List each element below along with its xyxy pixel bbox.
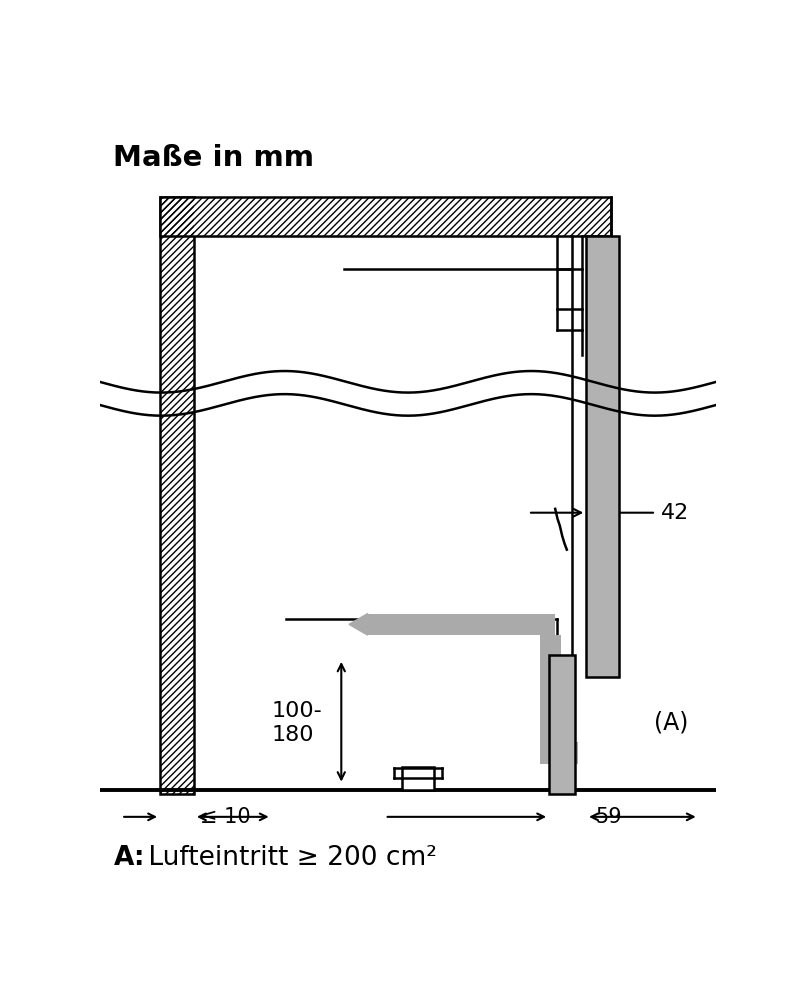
Bar (402, 767, 435, 790)
Bar (586, 235, 618, 677)
Bar (160, 197, 611, 235)
Text: (A): (A) (654, 710, 688, 734)
Text: ≤ 10: ≤ 10 (201, 807, 251, 827)
Text: 59: 59 (595, 807, 622, 827)
Bar (366, 614, 555, 635)
Bar (549, 655, 575, 794)
Bar (540, 742, 579, 764)
Text: Maße in mm: Maße in mm (114, 144, 314, 172)
Bar (160, 197, 194, 794)
Text: A:: A: (114, 845, 145, 871)
Bar (160, 197, 611, 235)
Bar (540, 635, 561, 742)
Polygon shape (349, 614, 368, 635)
Text: Lufteintritt ≥ 200 cm²: Lufteintritt ≥ 200 cm² (140, 845, 437, 871)
Bar (160, 197, 194, 794)
Text: 100-
180: 100- 180 (271, 701, 322, 745)
Text: 42: 42 (661, 503, 689, 523)
